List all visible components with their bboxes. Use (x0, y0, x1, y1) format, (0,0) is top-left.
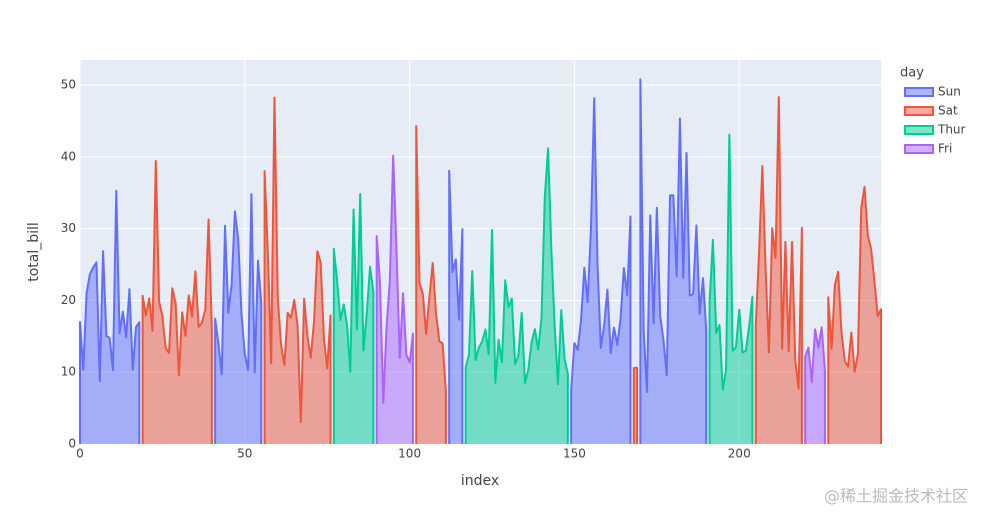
legend-label[interactable]: Fri (938, 142, 952, 156)
x-tick-label: 100 (398, 447, 421, 461)
legend-title: day (900, 66, 924, 81)
legend-swatch[interactable] (904, 125, 934, 135)
y-tick-label: 30 (61, 221, 76, 235)
legend-label[interactable]: Thur (937, 123, 966, 137)
legend-swatch[interactable] (904, 87, 934, 97)
area-line (332, 193, 375, 444)
area-line (570, 97, 632, 444)
area-fill (142, 161, 212, 444)
area-line (79, 189, 141, 444)
area-fill (376, 155, 413, 444)
x-tick-label: 150 (563, 447, 586, 461)
area-line (214, 193, 263, 444)
x-tick-label: 50 (237, 447, 252, 461)
area-line (464, 147, 569, 444)
area-fill (80, 190, 140, 444)
legend-swatch[interactable] (904, 106, 934, 116)
y-tick-label: 20 (61, 293, 76, 307)
watermark: @稀土掘金技术社区 (824, 487, 968, 506)
area-fill (828, 186, 881, 444)
y-tick-label: 40 (61, 149, 76, 163)
area-fill (333, 194, 374, 444)
area-line (754, 96, 803, 444)
area-fill (755, 97, 802, 445)
legend-label[interactable]: Sat (938, 104, 958, 118)
legend-swatch[interactable] (904, 144, 934, 154)
y-axis-title: total_bill (26, 222, 42, 282)
area-line (639, 78, 708, 444)
x-axis-title: index (461, 473, 499, 489)
x-tick-label: 200 (728, 447, 751, 461)
area-line (375, 154, 414, 444)
area-line (632, 366, 639, 444)
y-tick-label: 0 (68, 437, 76, 451)
x-tick-label: 0 (76, 447, 84, 461)
area-line (827, 185, 882, 444)
area-line (263, 96, 332, 444)
area-line (708, 133, 754, 444)
area-line (415, 125, 447, 444)
area-fill (264, 97, 331, 444)
area-line (804, 326, 826, 444)
area-fill (449, 170, 463, 444)
legend-label[interactable]: Sun (938, 85, 961, 99)
y-tick-label: 50 (61, 78, 76, 92)
area-line (141, 160, 213, 444)
area-fill (465, 148, 568, 445)
area-fill (215, 194, 262, 444)
area-line (448, 169, 464, 444)
area-fill (640, 79, 707, 444)
area-fill (571, 98, 631, 444)
y-tick-label: 10 (61, 365, 76, 379)
area-fill (805, 327, 825, 444)
